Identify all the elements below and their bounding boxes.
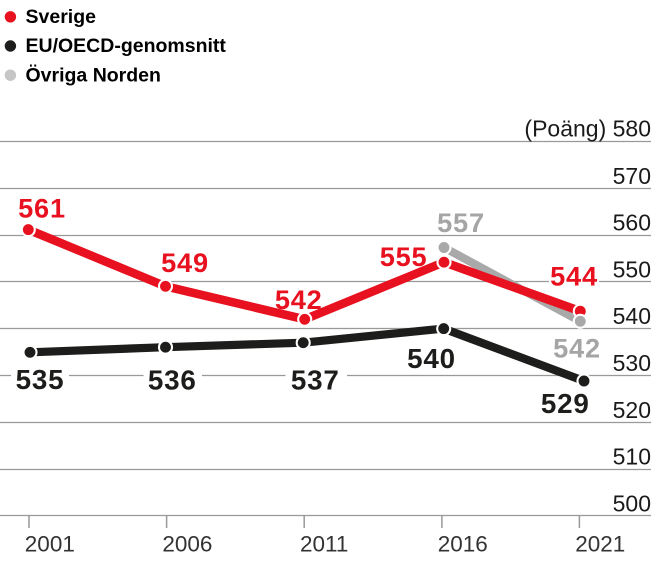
svg-text:555: 555 xyxy=(380,241,428,272)
svg-text:570: 570 xyxy=(613,163,651,189)
svg-text:Övriga Norden: Övriga Norden xyxy=(26,63,161,86)
svg-text:500: 500 xyxy=(613,490,651,516)
svg-text:544: 544 xyxy=(550,261,598,292)
svg-text:535: 535 xyxy=(16,364,65,395)
svg-text:529: 529 xyxy=(541,388,590,419)
svg-text:549: 549 xyxy=(161,247,209,278)
svg-text:Sverige: Sverige xyxy=(26,6,97,28)
svg-text:550: 550 xyxy=(613,256,651,282)
svg-text:560: 560 xyxy=(613,210,651,236)
svg-text:530: 530 xyxy=(613,350,651,376)
svg-text:520: 520 xyxy=(613,397,651,423)
svg-text:536: 536 xyxy=(148,365,197,396)
svg-text:557: 557 xyxy=(437,207,485,238)
svg-text:2001: 2001 xyxy=(25,532,75,557)
svg-text:2011: 2011 xyxy=(300,532,348,557)
svg-text:540: 540 xyxy=(613,303,651,329)
svg-text:2021: 2021 xyxy=(575,532,625,557)
svg-text:537: 537 xyxy=(291,365,340,396)
svg-text:2016: 2016 xyxy=(438,532,488,557)
svg-text:2006: 2006 xyxy=(162,532,212,557)
svg-text:542: 542 xyxy=(553,333,601,364)
svg-text:561: 561 xyxy=(18,193,66,224)
svg-text:(Poäng) 580: (Poäng) 580 xyxy=(524,116,651,142)
svg-text:542: 542 xyxy=(275,284,323,315)
svg-text:540: 540 xyxy=(407,343,456,374)
svg-text:510: 510 xyxy=(613,444,651,470)
svg-text:EU/OECD-genomsnitt: EU/OECD-genomsnitt xyxy=(26,35,227,57)
